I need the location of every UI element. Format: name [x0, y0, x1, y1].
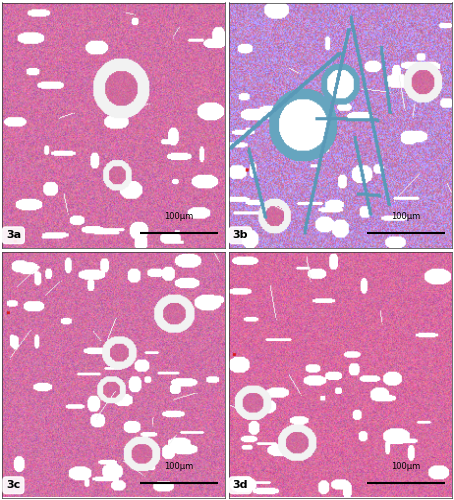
Text: 100μm: 100μm: [164, 212, 194, 220]
Text: 100μm: 100μm: [391, 462, 421, 470]
Text: 100μm: 100μm: [164, 462, 194, 470]
Text: 3a: 3a: [6, 230, 21, 240]
Text: 3d: 3d: [232, 480, 248, 490]
Text: 3c: 3c: [6, 480, 20, 490]
Text: 3b: 3b: [232, 230, 248, 240]
Text: 100μm: 100μm: [391, 212, 421, 220]
